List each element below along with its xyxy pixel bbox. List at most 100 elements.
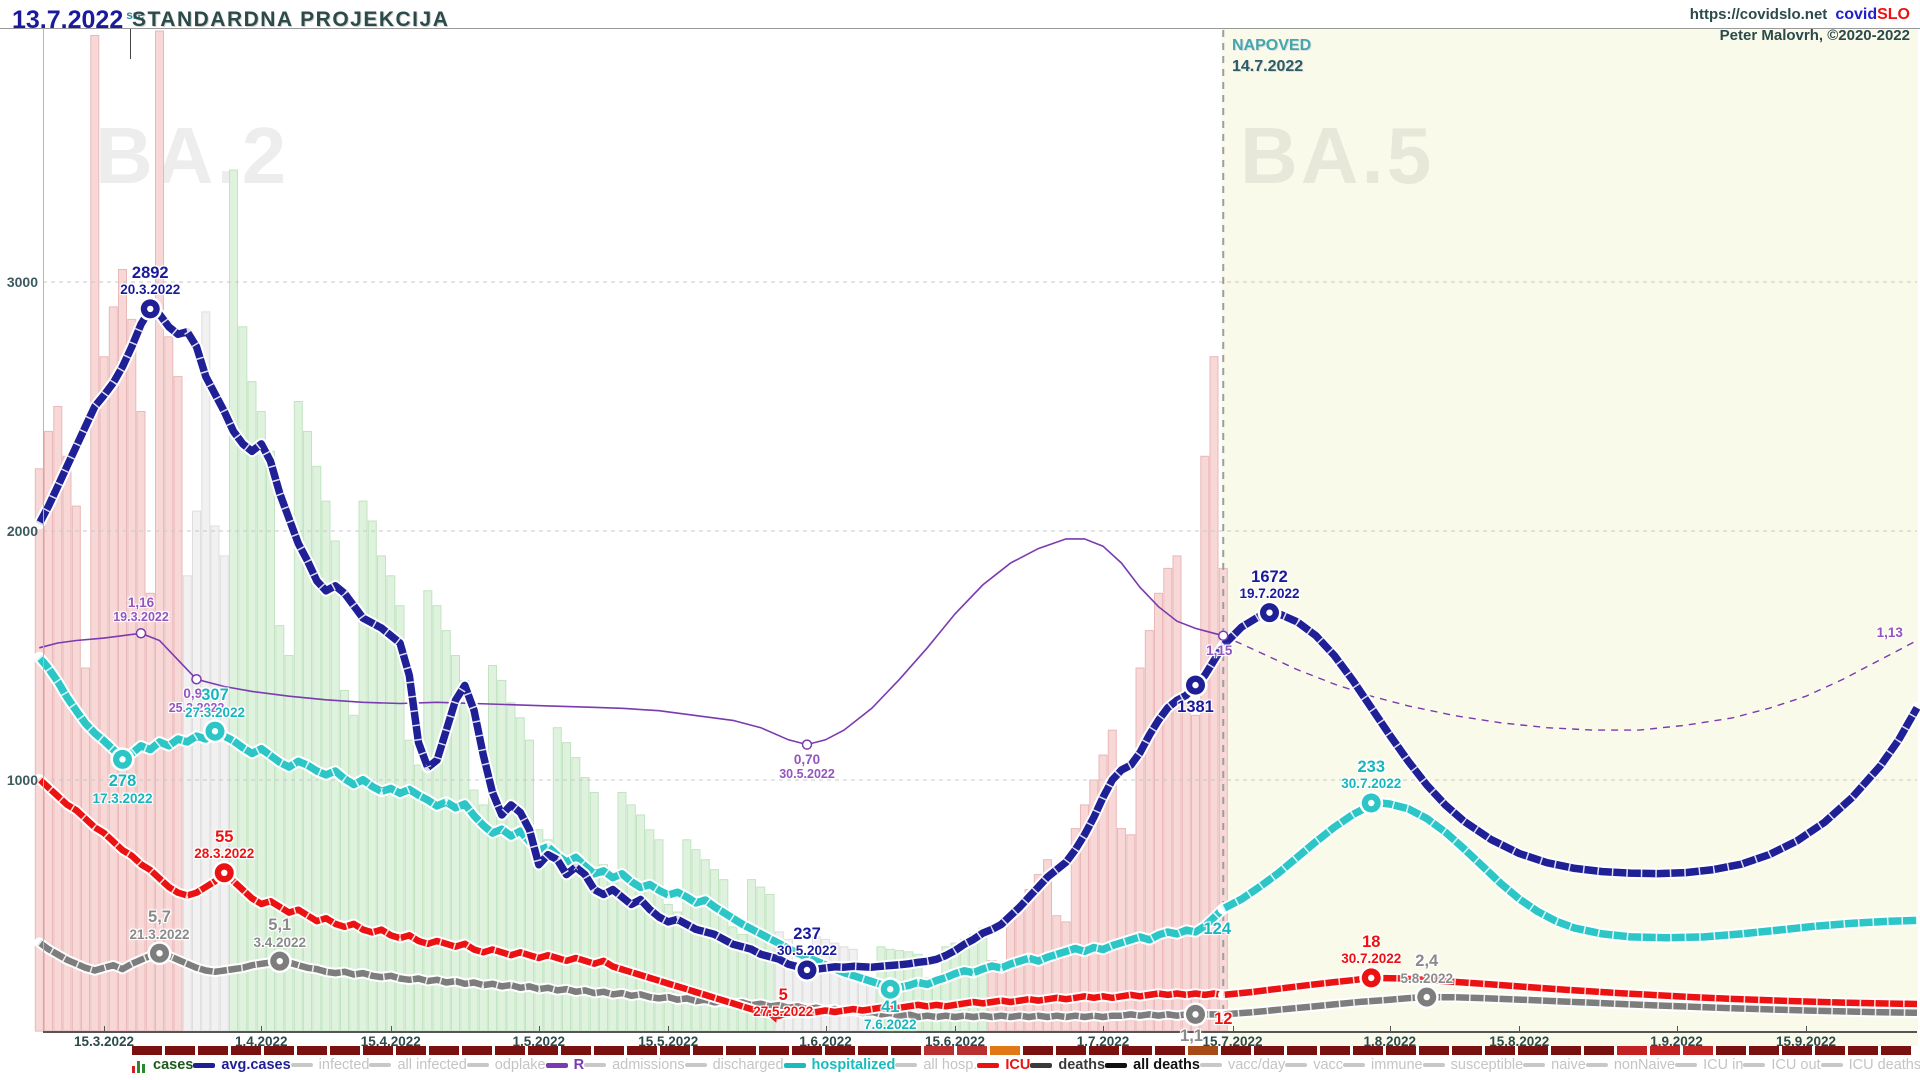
hospitalized-marker-center: [887, 986, 894, 993]
daily-cases-bar: [552, 727, 562, 1032]
legend-item-deaths[interactable]: deaths: [1030, 1057, 1105, 1073]
watermark-ba5: BA.5: [1240, 111, 1435, 200]
daily-cases-bar: [386, 575, 396, 1032]
x-axis-tickmark: [825, 1026, 827, 1032]
daily-cases-bar: [441, 630, 451, 1032]
forecast-start-date: 14.7.2022: [1232, 57, 1304, 75]
icu-extreme-marker: [214, 863, 234, 883]
legend-item-label: nonNaive: [1613, 1057, 1676, 1073]
daily-cases-bar: [497, 679, 507, 1032]
daily-cases-bar: [1181, 702, 1191, 1032]
daily-cases-bar: [608, 876, 618, 1032]
x-axis-tick-15.4.2022: 15.4.2022: [360, 1034, 421, 1049]
strip-segment: [396, 1046, 426, 1055]
legend-item-all-infected[interactable]: all infected: [369, 1057, 467, 1073]
daily-cases-bar: [543, 839, 553, 1032]
avg_cases-casing-actual: [33, 303, 1230, 976]
legend-item-odplake[interactable]: odplake: [466, 1057, 546, 1073]
legend-item-label: avg.cases: [221, 1057, 291, 1073]
legend-item-cases[interactable]: cases: [132, 1057, 193, 1073]
daily-cases-bar: [839, 946, 849, 1032]
legend-item-vacc[interactable]: vacc: [1285, 1057, 1343, 1073]
daily-cases-bar: [1126, 834, 1136, 1032]
daily-cases-bar: [978, 927, 988, 1032]
legend-item-label: all infected: [397, 1057, 467, 1073]
legend-item-nonnaive[interactable]: nonNaive: [1585, 1057, 1676, 1073]
annotation-value: 55: [215, 827, 234, 846]
legend-item-susceptible[interactable]: susceptible: [1422, 1057, 1523, 1073]
report-weekday: sre: [126, 7, 145, 22]
strip-segment: [1683, 1046, 1713, 1055]
avg_cases-marker-halo: [1183, 673, 1208, 698]
annotation-date: 19.7.2022: [1239, 586, 1300, 602]
daily-cases-bar: [238, 326, 248, 1032]
x-axis-tick-15.5.2022: 15.5.2022: [638, 1034, 699, 1049]
strip-segment: [462, 1046, 492, 1055]
legend-item-immune[interactable]: immune: [1343, 1057, 1423, 1073]
legend-item-icu-in[interactable]: ICU in: [1675, 1057, 1743, 1073]
annotation-value: 233: [1357, 757, 1386, 776]
x-axis-tickmark: [1103, 1026, 1104, 1032]
daily-cases-bar: [959, 938, 969, 1032]
site-url-link[interactable]: https://covidslo.net: [1689, 6, 1828, 23]
strip-segment: [1188, 1046, 1218, 1055]
legend-item-icu[interactable]: ICU: [977, 1057, 1030, 1073]
annotation-date: 27.5.2022: [753, 1004, 814, 1020]
header-right: https://covidslo.net covidSLO Peter Malov…: [1690, 4, 1910, 46]
legend-dash-icon: [977, 1062, 1000, 1068]
legend-item-icu-out[interactable]: ICU out: [1743, 1057, 1821, 1073]
x-axis-tickmark: [1676, 1026, 1678, 1032]
deaths-line-actual: [37, 939, 1224, 1021]
legend-item-label: ICU deaths: [1848, 1057, 1920, 1073]
author-credit: Peter Malovrh, ©2020-2022: [1719, 26, 1910, 44]
legend-dash-icon: [1199, 1063, 1222, 1067]
daily-cases-bar: [192, 510, 201, 1032]
page-title: STANDARDNA PROJEKCIJA: [132, 8, 450, 31]
hospitalized-marker-halo: [110, 747, 135, 772]
daily-cases-bar: [1015, 902, 1025, 1032]
strip-segment: [1881, 1046, 1911, 1055]
daily-cases-bar: [44, 430, 53, 1032]
daily-cases-bar: [580, 777, 590, 1032]
icu-annotation-5: 5 27.5.2022: [753, 986, 813, 1020]
legend-item-label: ICU in: [1703, 1057, 1744, 1073]
strip-segment: [1122, 1046, 1152, 1055]
daily-cases-bar: [53, 406, 63, 1032]
avg_cases-notches-actual: [35, 303, 1227, 974]
strip-segment: [330, 1046, 360, 1055]
legend-item-infected[interactable]: infected: [290, 1057, 369, 1073]
legend-item-all-hosp-[interactable]: all hosp.: [895, 1057, 977, 1073]
legend-item-icu-deaths[interactable]: ICU deaths: [1820, 1057, 1920, 1073]
legend-item-r[interactable]: R: [545, 1057, 584, 1073]
annotation-value: 124: [1203, 919, 1232, 938]
daily-cases-bar: [395, 605, 405, 1032]
legend-item-discharged[interactable]: discharged: [684, 1057, 784, 1073]
legend-item-naive[interactable]: naive: [1523, 1057, 1586, 1073]
strip-segment: [1782, 1046, 1812, 1055]
legend-item-label: admissions: [612, 1057, 685, 1073]
deaths-annotation-1_1: 1,1: [1180, 1027, 1203, 1045]
daily-cases-bar: [404, 739, 414, 1032]
x-axis-tickmark: [1519, 1026, 1521, 1032]
annotation-date: 3.4.2022: [253, 934, 307, 950]
legend-item-all-deaths[interactable]: all deaths: [1105, 1057, 1200, 1073]
deaths-extreme-marker: [1186, 1004, 1205, 1024]
strip-segment: [363, 1046, 393, 1055]
legend-dash-icon: [1422, 1063, 1445, 1067]
daily-cases-bar: [1043, 859, 1052, 1032]
strip-segment: [660, 1046, 690, 1055]
daily-cases-bar: [358, 500, 368, 1032]
R-annotation-1_13: 1,13: [1877, 625, 1903, 640]
daily-cases-bar: [1033, 874, 1043, 1032]
legend-item-hospitalized[interactable]: hospitalized: [783, 1057, 895, 1073]
legend-item-admissions[interactable]: admissions: [584, 1057, 685, 1073]
annotation-value: 1,16: [127, 595, 155, 611]
legend-item-vacc-day[interactable]: vacc/day: [1199, 1057, 1285, 1073]
daily-cases-bar: [377, 555, 386, 1032]
legend-item-avg-cases[interactable]: avg.cases: [193, 1057, 291, 1073]
daily-cases-bar: [922, 977, 932, 1032]
daily-cases-bar: [275, 625, 285, 1032]
icu-line-actual: [37, 776, 1224, 1019]
strip-segment: [198, 1046, 228, 1055]
x-axis-tick-1.5.2022: 1.5.2022: [512, 1034, 566, 1049]
